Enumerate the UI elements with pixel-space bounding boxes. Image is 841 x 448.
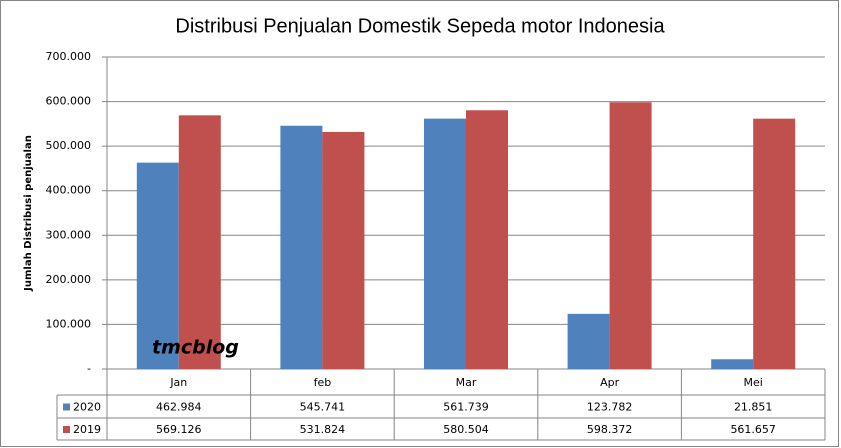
chart-title: Distribusi Penjualan Domestik Sepeda mot… <box>175 15 665 37</box>
y-tick-label: 400.000 <box>46 184 92 197</box>
bar <box>609 102 652 369</box>
y-tick-label: 600.000 <box>46 95 92 108</box>
y-tick-label: 500.000 <box>46 139 92 152</box>
table-value: 580.504 <box>443 423 489 436</box>
legend-label: 2020 <box>73 401 101 414</box>
table-value: 21.851 <box>734 401 773 414</box>
legend-key <box>63 426 70 433</box>
table-value: 545.741 <box>300 401 346 414</box>
x-tick-label: Jan <box>169 376 187 389</box>
table-value: 531.824 <box>300 423 346 436</box>
y-tick-label: 300.000 <box>46 228 92 241</box>
table-value: 561.739 <box>443 401 489 414</box>
bar <box>567 313 610 369</box>
x-tick-label: Mar <box>456 376 477 389</box>
y-axis-title: Jumlah Distribusi penjualan <box>23 135 34 292</box>
y-tick-label: 100.000 <box>46 317 92 330</box>
legend-key <box>63 403 70 411</box>
table-value: 462.984 <box>156 401 202 414</box>
bar <box>136 162 179 369</box>
bar <box>466 110 508 369</box>
bar <box>424 118 466 369</box>
table-value: 561.657 <box>730 423 776 436</box>
bar <box>711 359 754 369</box>
watermark: tmcblog <box>152 337 239 359</box>
y-tick-label: 700.000 <box>46 50 92 63</box>
bar <box>280 125 323 370</box>
x-tick-label: Mei <box>744 376 763 389</box>
y-tick-label: 200.000 <box>46 273 92 286</box>
x-tick-label: Apr <box>600 376 620 389</box>
bar <box>178 115 221 369</box>
bar <box>322 131 365 369</box>
y-tick-label: - <box>87 362 91 375</box>
x-tick-label: feb <box>314 376 332 389</box>
legend-label: 2019 <box>73 423 101 436</box>
table-value: 569.126 <box>156 423 202 436</box>
bar <box>753 118 796 369</box>
table-value: 598.372 <box>587 423 633 436</box>
table-value: 123.782 <box>587 401 633 414</box>
